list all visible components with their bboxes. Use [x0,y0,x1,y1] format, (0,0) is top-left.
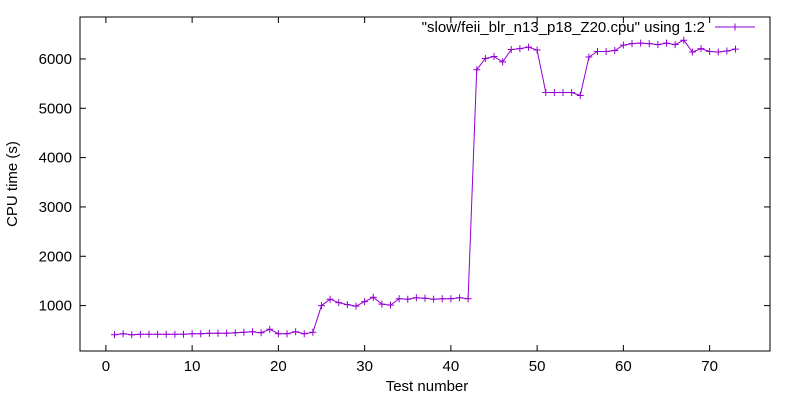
data-point-marker [231,329,239,337]
data-point-marker [378,300,386,308]
data-point-marker [438,295,446,303]
data-point-marker [663,39,670,47]
data-point-marker [309,328,317,336]
data-point-marker [654,41,662,49]
data-point-marker [628,40,636,48]
data-point-marker [352,302,360,310]
x-tick-label: 20 [270,358,287,375]
x-tick-label: 50 [529,358,546,375]
data-point-marker [680,36,688,44]
data-point-marker [542,88,550,96]
data-point-marker [249,328,256,336]
data-point-marker [456,294,463,302]
data-point-marker [292,328,300,336]
data-point-marker [395,295,403,303]
data-point-marker [688,48,696,56]
data-point-marker [111,331,118,339]
data-point-marker [507,46,515,54]
data-point-marker [128,331,136,339]
data-point-marker [697,45,705,53]
data-point-marker [594,48,601,56]
data-point-marker [421,294,429,302]
legend: "slow/feii_blr_n13_p18_Z20.cpu" using 1:… [422,19,755,36]
data-point-marker [171,330,179,338]
data-point-marker [723,47,731,55]
data-point-marker [283,330,291,338]
data-point-marker [119,330,127,338]
x-tick-label: 40 [443,358,460,375]
data-point-marker [257,329,265,337]
data-point-marker [274,330,282,338]
data-point-marker [585,53,593,61]
data-point-marker [387,301,394,309]
legend-label: "slow/feii_blr_n13_p18_Z20.cpu" using 1:… [422,19,705,36]
x-tick-label: 10 [184,358,201,375]
data-point-marker [714,48,722,56]
x-tick-label: 0 [102,358,110,375]
data-point-marker [214,329,222,337]
data-point-marker [223,329,231,337]
x-tick-label: 30 [356,358,373,375]
data-point-marker [205,329,213,337]
legend-marker [731,23,739,31]
data-point-marker [481,54,489,62]
data-point-marker [645,40,653,48]
data-point-marker [499,58,507,66]
data-point-marker [326,295,334,303]
data-point-marker [619,41,627,49]
data-point-marker [464,295,472,303]
x-tick-label: 70 [701,358,718,375]
y-tick-label: 1000 [39,298,72,315]
data-point-marker [430,295,438,303]
y-tick-label: 2000 [39,248,72,265]
y-tick-label: 4000 [39,150,72,167]
data-point-marker [533,46,541,54]
data-point-marker [335,299,343,307]
data-point-marker [611,47,619,55]
data-point-marker [525,43,532,51]
data-point-marker [559,88,567,96]
data-point-marker [266,325,274,333]
data-point-marker [412,294,420,302]
data-point-marker [369,293,377,301]
data-point-marker [300,330,308,338]
data-point-marker [197,330,205,338]
data-point-marker [404,295,412,303]
data-point-marker [671,41,679,49]
data-point-marker [318,302,325,310]
y-tick-label: 6000 [39,51,72,68]
data-point-marker [154,330,162,338]
data-point-marker [490,52,498,60]
data-point-marker [361,298,369,306]
data-point-marker [136,330,144,338]
data-point-marker [576,91,584,99]
data-point-marker [240,328,248,336]
series-line [114,39,736,336]
data-point-marker [447,295,455,303]
data-point-marker [732,45,739,53]
data-point-marker [568,88,576,96]
data-point-marker [602,48,610,56]
data-point-marker [550,88,558,96]
y-axis-label: CPU time (s) [4,141,21,227]
data-point-marker [188,330,196,338]
data-point-marker [516,45,524,53]
data-point-marker [706,48,714,56]
data-point-marker [343,301,351,309]
data-point-marker [180,330,187,338]
x-axis-label: Test number [386,378,469,395]
data-point-marker [473,66,481,74]
data-point-marker [162,330,170,338]
y-tick-label: 3000 [39,199,72,216]
data-point-marker [637,39,645,47]
data-point-marker [145,330,153,338]
y-tick-label: 5000 [39,100,72,117]
x-tick-label: 60 [615,358,632,375]
plot-frame [79,16,771,352]
axis-ticks: 0 10 20 30 40 50 60 70 1000 2000 3000 4000 5000 6000 [39,17,770,375]
series-layer [111,36,739,339]
